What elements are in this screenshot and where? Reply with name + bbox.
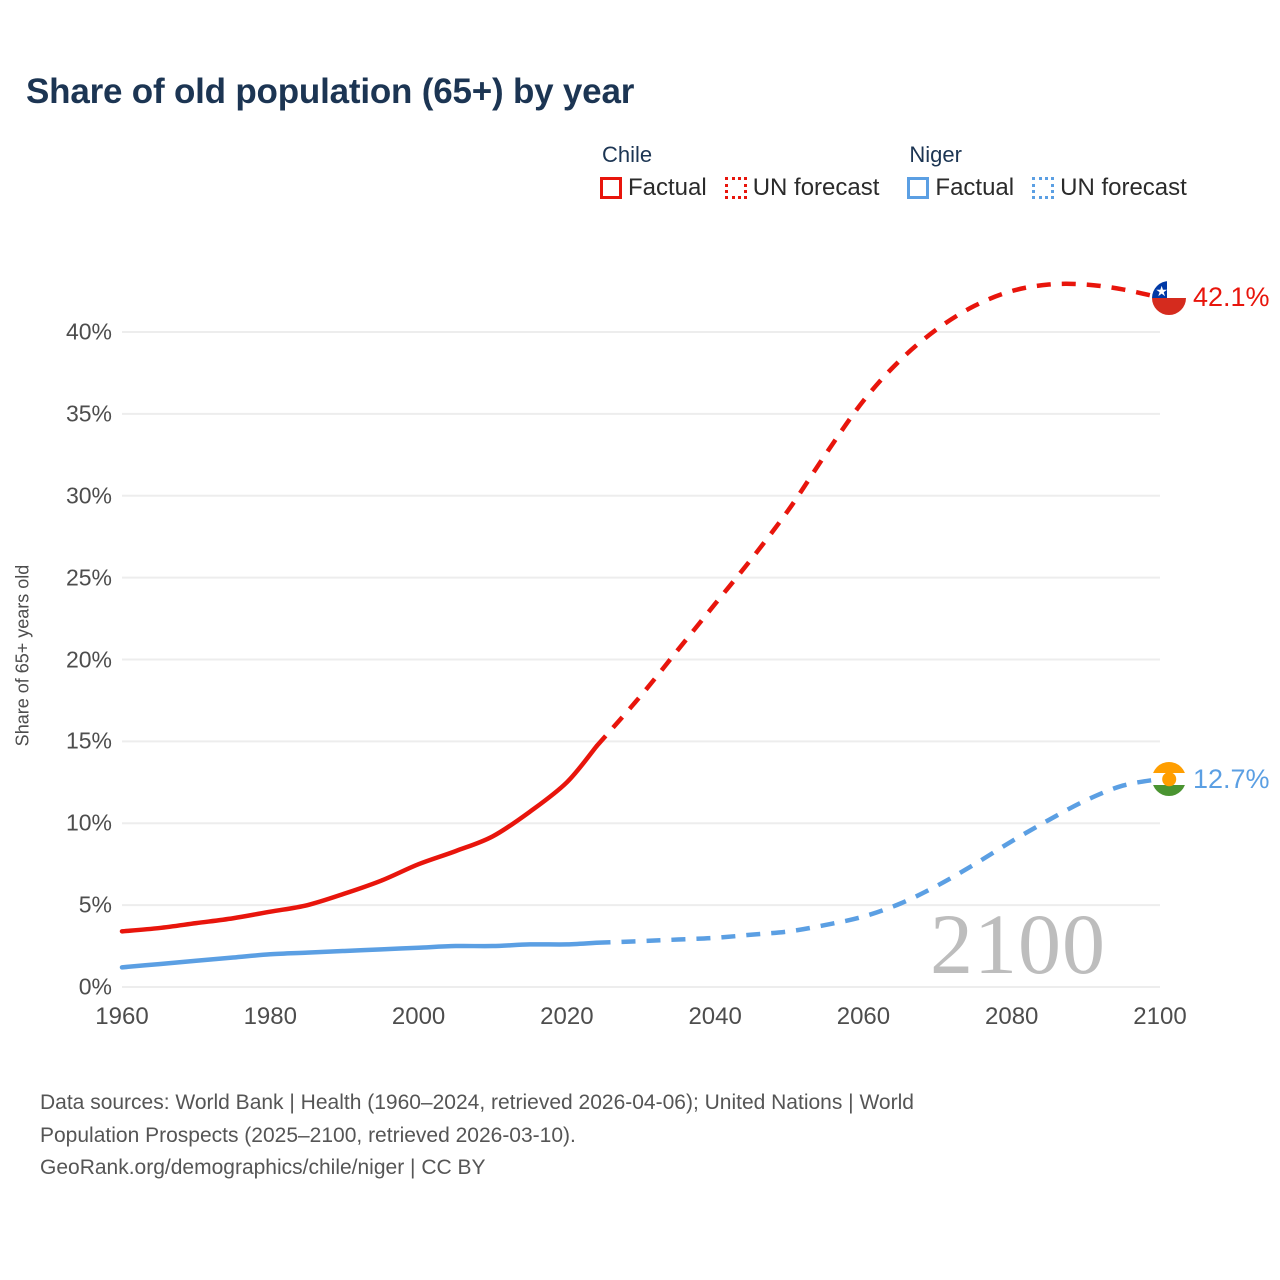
chile-flag-icon: ★	[1152, 280, 1186, 315]
legend-swatch-dotted-icon	[1032, 177, 1055, 199]
series-line-chile-forecast	[594, 281, 1161, 748]
footer-sources: Data sources: World Bank | Health (1960–…	[40, 1087, 1220, 1185]
page-title: Share of old population (65+) by year	[26, 72, 635, 111]
legend-label-niger-factual: Factual	[935, 174, 1015, 201]
legend-country-niger: Niger	[909, 142, 962, 167]
footer-line-2: Population Prospects (2025–2100, retriev…	[40, 1123, 576, 1147]
y-tick-label: 40%	[65, 318, 112, 345]
legend-label-chile-forecast: UN forecast	[752, 174, 880, 201]
y-tick-label: 30%	[65, 482, 112, 509]
x-tick-label: 2100	[1133, 1003, 1187, 1030]
legend-label-chile-factual: Factual	[628, 174, 707, 201]
legend-item-chile-forecast[interactable]: UN forecast	[724, 174, 880, 202]
y-tick-label: 15%	[65, 727, 112, 754]
y-tick-label: 10%	[65, 809, 112, 836]
y-tick-label: 0%	[78, 973, 112, 1000]
series-line-niger-factual	[119, 940, 599, 970]
y-tick-label: 35%	[65, 400, 112, 427]
x-tick-label: 2060	[836, 1003, 891, 1030]
legend-item-chile-factual[interactable]: Factual	[600, 174, 707, 202]
legend-entries-chile: Factual UN forecast	[600, 174, 879, 202]
chile-endpoint-value: 42.1%	[1193, 282, 1270, 313]
footer-line-3: GeoRank.org/demographics/chile/niger | C…	[40, 1156, 486, 1180]
x-tick-label: 1980	[243, 1003, 297, 1030]
series-line-chile-factual	[119, 744, 599, 934]
legend-country-chile: Chile	[602, 142, 653, 167]
x-tick-label: 2000	[391, 1003, 446, 1030]
legend-item-niger-forecast[interactable]: UN forecast	[1032, 174, 1187, 202]
legend-swatch-solid-icon	[907, 177, 930, 199]
x-tick-label: 2040	[688, 1003, 742, 1030]
y-tick-label: 25%	[65, 564, 112, 591]
y-tick-label: 5%	[78, 891, 112, 918]
footer-line-1: Data sources: World Bank | Health (1960–…	[40, 1091, 914, 1114]
y-tick-label: 20%	[65, 646, 112, 672]
niger-endpoint-value: 12.7%	[1193, 763, 1270, 794]
chile-endpoint: ★ 42.1%	[1152, 280, 1270, 315]
chart-legend: Chile Factual UN forecast Niger Factual	[600, 142, 1187, 202]
legend-group-niger: Niger Factual UN forecast	[907, 142, 1187, 202]
niger-endpoint: 12.7%	[1152, 762, 1270, 797]
niger-flag-icon	[1152, 762, 1186, 797]
x-tick-label: 2020	[540, 1003, 594, 1030]
legend-swatch-solid-icon	[600, 177, 622, 199]
series-line-niger-forecast	[596, 776, 1161, 946]
y-axis-ticks: 0% 5% 10% 15% 20% 25% 30% 35% 40%	[0, 0, 112, 1280]
x-tick-label: 1960	[95, 1003, 149, 1030]
legend-label-niger-forecast: UN forecast	[1060, 174, 1187, 201]
legend-group-chile: Chile Factual UN forecast	[600, 142, 879, 202]
legend-swatch-dotted-icon	[724, 177, 747, 199]
x-tick-label: 2080	[985, 1003, 1039, 1030]
legend-item-niger-factual[interactable]: Factual	[907, 174, 1014, 202]
legend-entries-niger: Factual UN forecast	[907, 174, 1187, 202]
